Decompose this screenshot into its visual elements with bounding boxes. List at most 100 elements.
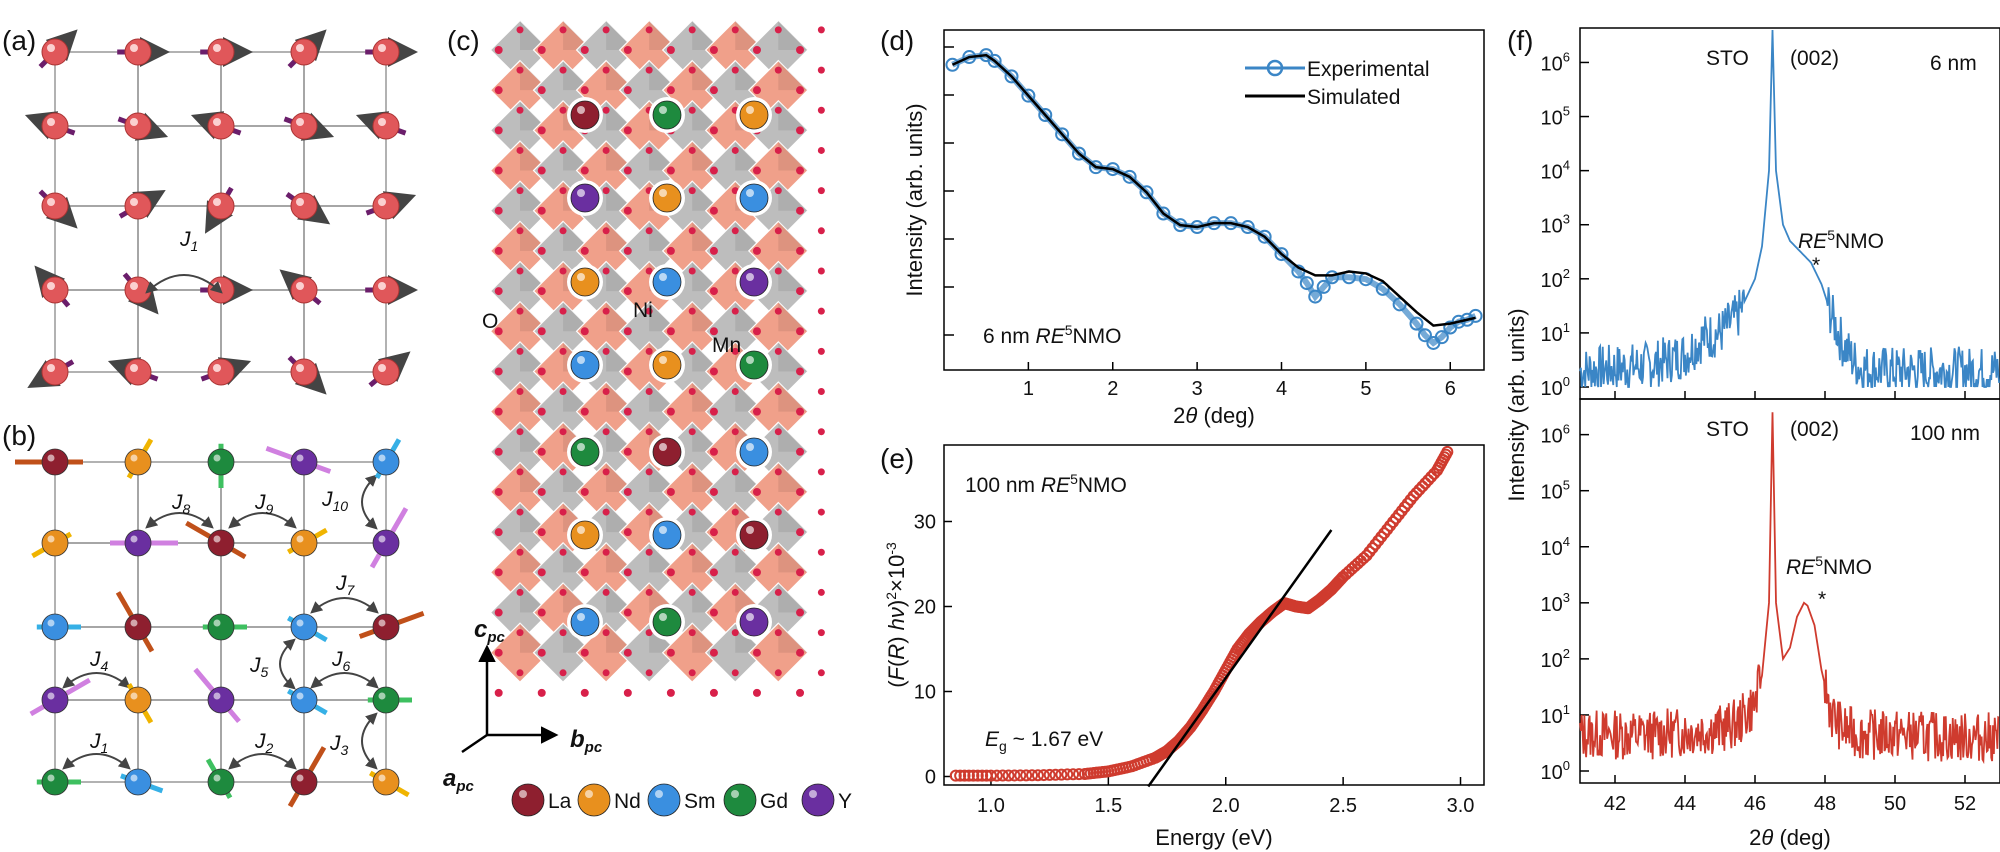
oxygen-atom xyxy=(817,106,825,114)
oxygen-atom xyxy=(645,508,653,516)
ni-octahedron-shade xyxy=(606,181,636,211)
atom-highlight xyxy=(659,273,667,281)
oxygen-atom xyxy=(645,629,653,637)
oxygen-atom xyxy=(709,126,718,135)
panel-f: (f) 100 101 102 103 104 105 106 100 101 102 103 104… xyxy=(1504,25,2000,850)
oxygen-atom xyxy=(752,648,761,657)
data-point xyxy=(1425,470,1438,483)
f-bottom-thickness: 100 nm xyxy=(1910,422,1980,445)
atom-highlight xyxy=(213,692,221,700)
atom xyxy=(290,192,318,220)
panel-d-label: (d) xyxy=(880,25,914,56)
oxygen-atom xyxy=(817,669,825,677)
a-site-nd xyxy=(570,267,600,297)
mn-octahedron-shade xyxy=(520,382,550,412)
oxygen-atom xyxy=(688,388,696,396)
oxygen-atom xyxy=(537,528,546,537)
oxygen-atom xyxy=(537,407,546,416)
atom-nd xyxy=(124,686,152,714)
legend-swatch-nd xyxy=(577,783,611,817)
x-tick-label: 46 xyxy=(1744,793,1766,815)
atom xyxy=(41,276,69,304)
atom-highlight xyxy=(47,535,55,543)
mn-octahedron-shade xyxy=(778,141,808,171)
oxygen-atom xyxy=(602,146,610,154)
atom-highlight xyxy=(378,44,386,52)
grid-cell xyxy=(303,699,387,783)
a-site-gd xyxy=(652,100,682,130)
oxygen-atom xyxy=(688,548,696,556)
y-tick-label: 104 xyxy=(1541,158,1570,184)
oxygen-atom xyxy=(731,267,739,275)
a-site-la xyxy=(739,520,769,550)
oxygen-atom xyxy=(774,468,782,476)
atom-highlight xyxy=(296,118,304,126)
atom-highlight xyxy=(378,619,386,627)
xrd-trace-bottom xyxy=(1579,412,2000,765)
oxygen-atom xyxy=(688,66,696,74)
oxygen-atom xyxy=(602,428,610,436)
atom-highlight xyxy=(47,774,55,782)
panel-a-j1-label: J1 xyxy=(179,228,198,254)
oxygen-atom xyxy=(752,688,761,697)
oxygen-atom xyxy=(709,166,718,175)
oxygen-atom xyxy=(623,367,632,376)
oxygen-atom xyxy=(774,508,782,516)
oxygen-atom xyxy=(623,528,632,537)
atom xyxy=(207,192,235,220)
atom-highlight xyxy=(296,535,304,543)
oxygen-atom xyxy=(494,447,503,456)
oxygen-atom xyxy=(731,588,739,596)
panel-d-frame xyxy=(943,29,1485,371)
coupling-arc xyxy=(228,753,297,770)
oxygen-atom xyxy=(645,146,653,154)
atom xyxy=(372,276,400,304)
atom xyxy=(124,358,152,386)
ni-octahedron-shade xyxy=(563,221,593,251)
data-point-experimental xyxy=(1156,206,1171,221)
data-point xyxy=(1422,474,1435,487)
atom xyxy=(290,276,318,304)
oxygen-atom xyxy=(774,669,782,677)
oxygen-atom xyxy=(688,267,696,275)
atom-highlight xyxy=(746,613,754,621)
atom-nd xyxy=(124,448,152,476)
panel-d-annotation: 6 nm RE5NMO xyxy=(983,322,1122,348)
a-site-y xyxy=(739,607,769,637)
legend-label-la: La xyxy=(548,790,572,813)
oxygen-atom xyxy=(602,347,610,355)
oxygen-atom xyxy=(602,106,610,114)
oxygen-atom xyxy=(796,608,805,617)
oxygen-atom xyxy=(623,648,632,657)
y-tick-label: 104 xyxy=(1541,534,1570,560)
oxygen-atom xyxy=(537,648,546,657)
y-tick-label: 105 xyxy=(1541,104,1570,130)
atom-highlight xyxy=(47,198,55,206)
data-point xyxy=(996,769,1009,782)
oxygen-atom xyxy=(494,608,503,617)
oxygen-atom xyxy=(494,568,503,577)
ni-octahedron-shade xyxy=(735,221,765,251)
atom-la xyxy=(41,448,69,476)
oxygen-atom xyxy=(623,246,632,255)
x-tick-label: 6 xyxy=(1445,378,1456,400)
atom-highlight xyxy=(577,356,585,364)
oxygen-atom xyxy=(688,106,696,114)
y-tick-label: 100 xyxy=(1541,374,1570,400)
a-site-nd xyxy=(652,183,682,213)
atom xyxy=(124,192,152,220)
atom-highlight xyxy=(378,454,386,462)
ni-octahedron-shade xyxy=(778,502,808,533)
atom-highlight xyxy=(378,282,386,290)
oxygen-atom xyxy=(623,688,632,697)
atom-highlight xyxy=(47,454,55,462)
x-tick-label: 42 xyxy=(1604,793,1626,815)
oxygen-atom xyxy=(731,307,739,315)
oxygen-atom xyxy=(709,407,718,416)
atom-highlight xyxy=(746,443,754,451)
coupling-label: J1 xyxy=(89,730,108,756)
oxygen-atom xyxy=(602,66,610,74)
atom-highlight xyxy=(746,356,754,364)
oxygen-atom xyxy=(731,548,739,556)
atom-y xyxy=(290,448,318,476)
